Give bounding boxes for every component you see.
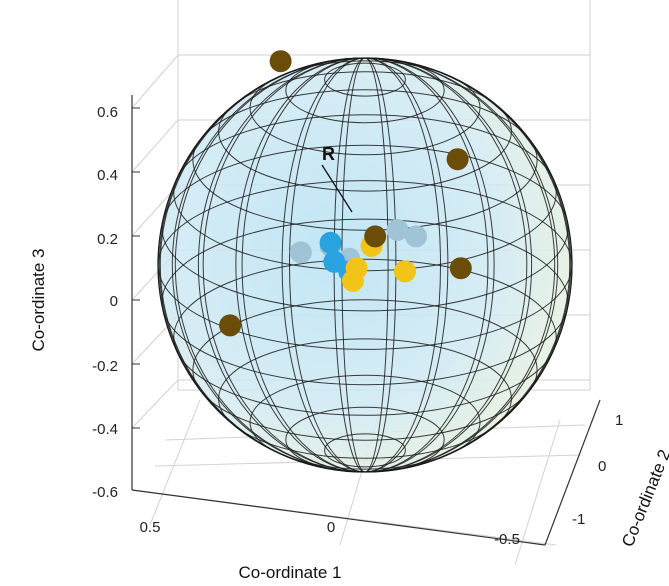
data-points [219,50,472,337]
z-tick-label: -0.6 [92,484,118,501]
scatter-point [319,231,342,254]
sphere-latitude-line [192,89,538,231]
sphere-latitude-line [218,71,512,192]
x-tick-label: 0.5 [140,519,161,536]
annotation-label: R [322,144,335,164]
y-ticks: 1 0 -1 [572,412,623,528]
z-tick-label: 0.6 [97,104,118,121]
sphere-latitude-line [249,60,481,156]
scatter-point [449,257,472,280]
scatter-point [405,225,428,248]
x-tick-label: -0.5 [494,531,520,548]
y-tick-label: -1 [572,511,585,528]
z-tick-label: 0.2 [97,231,118,248]
z-tick-label: 0.4 [97,167,118,184]
z-tick-label: -0.2 [92,358,118,375]
scatter-point [446,148,469,171]
scatter-point [341,269,364,292]
sphere-wireframe [157,57,573,473]
sphere-latitude-line [324,62,406,97]
scatter-point [219,314,242,337]
sphere-latitude-line [218,338,512,459]
scatter-point [386,219,409,241]
x-tick-label: 0 [327,519,335,536]
sphere-latitude-line [157,180,573,350]
axis-lines [131,95,601,546]
scatter-point [394,260,416,283]
scatter-point [364,225,387,248]
y-axis-label: Co-ordinate 2 [618,447,669,550]
y-tick-label: 0 [598,458,606,475]
sphere-latitude-line [161,218,569,386]
scatter-point [269,50,292,73]
scatter-point [289,241,312,264]
z-tick-label: 0 [110,293,118,310]
z-ticks: 0.6 0.4 0.2 0 -0.2 -0.4 -0.6 [92,104,118,501]
sphere-meridian-line [158,57,572,473]
x-ticks: 0.5 0 -0.5 [140,519,520,548]
sphere-latitude-line [192,299,538,441]
z-tick-marks [132,107,140,429]
y-tick-label: 1 [615,412,623,429]
annotation-r: R [321,144,353,213]
z-tick-label: -0.4 [92,421,118,438]
x-axis-label: Co-ordinate 1 [238,563,341,582]
sphere-latitude-line [173,258,557,416]
sphere-latitude-line [161,144,569,312]
z-axis-label: Co-ordinate 3 [29,248,48,351]
sphere-latitude-line [324,433,406,468]
